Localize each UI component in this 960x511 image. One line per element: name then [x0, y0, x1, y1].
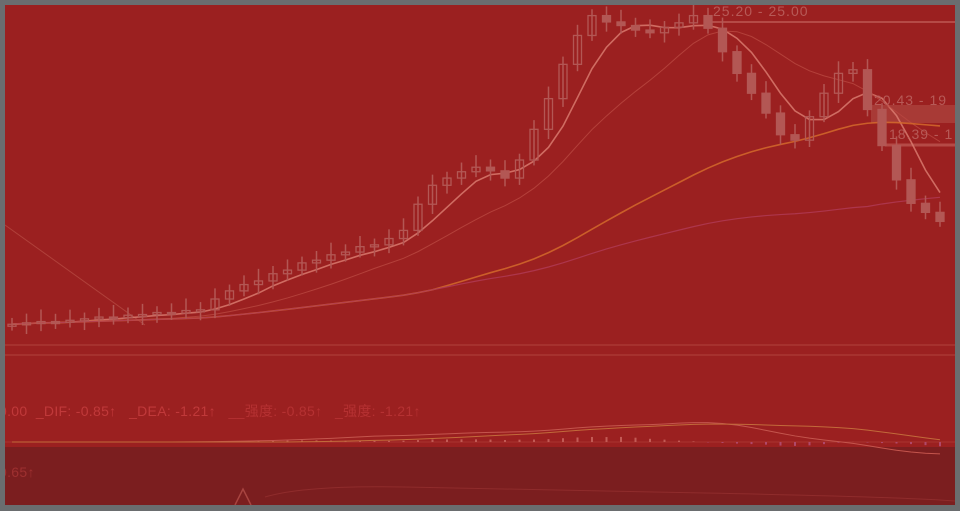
macd-dif: _DIF: -0.85↑	[35, 403, 117, 419]
candle-body	[601, 14, 612, 23]
candle-body	[137, 313, 148, 318]
candle-body	[572, 34, 583, 65]
candle-body	[398, 229, 409, 240]
candle-body	[355, 246, 365, 253]
ma5-line	[11, 24, 941, 326]
candle-body	[340, 251, 351, 256]
candle-body	[427, 184, 438, 205]
candle-body	[50, 320, 61, 325]
candle-body	[471, 166, 481, 173]
candle-body	[630, 24, 641, 31]
candle-body	[906, 179, 916, 204]
macd-zero: 0.00	[5, 403, 28, 419]
candle-body	[326, 254, 336, 261]
candle-body	[703, 14, 713, 29]
candle-body	[616, 21, 626, 27]
macd-strength-2: _强度: -1.21↑	[334, 403, 421, 419]
candle-body	[543, 97, 554, 130]
candle-body	[210, 298, 220, 311]
candle-body	[442, 177, 452, 186]
candle-body	[224, 290, 235, 300]
candle-body	[732, 51, 742, 75]
candle-body	[21, 322, 32, 326]
dif-line	[12, 422, 941, 455]
candle-body	[645, 29, 655, 34]
candle-body	[384, 237, 394, 246]
price-label-high: 25.20 - 25.00	[713, 5, 809, 19]
trend-line	[5, 224, 146, 326]
macd-strength-1: __强度: -0.85↑	[228, 403, 323, 419]
candle-body	[529, 128, 539, 161]
candle-body	[833, 72, 844, 94]
candle-body	[268, 273, 278, 282]
candle-body	[819, 92, 829, 118]
dea-line	[12, 423, 941, 443]
candle-body	[877, 108, 887, 147]
candle-body	[94, 316, 104, 320]
candle-body	[79, 318, 90, 322]
candle-body	[775, 112, 786, 136]
signal-triangle	[234, 487, 252, 505]
candle-body	[674, 22, 684, 28]
candle-body	[166, 311, 177, 316]
candle-body	[413, 203, 423, 232]
candle-body	[195, 309, 206, 313]
candle-body	[761, 92, 771, 114]
candle-body	[848, 69, 858, 75]
candle-body	[500, 170, 510, 179]
ma30-line	[11, 121, 941, 325]
price-label-mid: 20.43 - 19	[874, 92, 948, 108]
candle-body	[152, 311, 162, 316]
candle-body	[587, 14, 597, 37]
candle-body	[558, 63, 568, 100]
candle-body	[311, 259, 322, 264]
candle-body	[239, 283, 249, 292]
ma10-line	[11, 30, 941, 325]
candle-body	[7, 323, 17, 327]
candle-body	[862, 69, 873, 111]
candle-body	[746, 72, 757, 94]
candle-body	[920, 202, 931, 214]
candle-body	[891, 144, 902, 181]
price-label-low: 18.39 - 1	[889, 126, 954, 142]
candle-body	[790, 134, 800, 141]
candle-body	[123, 314, 133, 319]
candle-body	[456, 171, 467, 179]
candle-body	[485, 166, 496, 172]
candle-body	[282, 269, 293, 275]
candle-body	[369, 244, 380, 248]
candle-body	[65, 319, 75, 323]
candle-body	[514, 159, 525, 179]
lower-indicator-value: 0.65↑	[5, 464, 35, 480]
macd-dea: _DEA: -1.21↑	[129, 403, 216, 419]
candle-body	[253, 280, 264, 286]
ma60-line	[11, 196, 941, 325]
candle-body	[717, 27, 728, 53]
candle-body	[297, 262, 307, 271]
macd-legend: 0.00 _DIF: -0.85↑ _DEA: -1.21↑ __强度: -0.…	[5, 401, 421, 421]
candle-body	[36, 320, 46, 325]
candle-body	[688, 14, 699, 24]
candle-body	[181, 309, 191, 314]
candle-body	[935, 211, 945, 223]
candle-body	[659, 26, 670, 34]
candle-body	[108, 316, 119, 320]
candlestick-chart[interactable]	[5, 5, 955, 505]
candle-body	[804, 116, 815, 141]
lower-indicator-line	[264, 486, 955, 502]
stock-chart-window: 25.20 - 25.00 20.43 - 19 18.39 - 1 0.00 …	[5, 5, 955, 505]
